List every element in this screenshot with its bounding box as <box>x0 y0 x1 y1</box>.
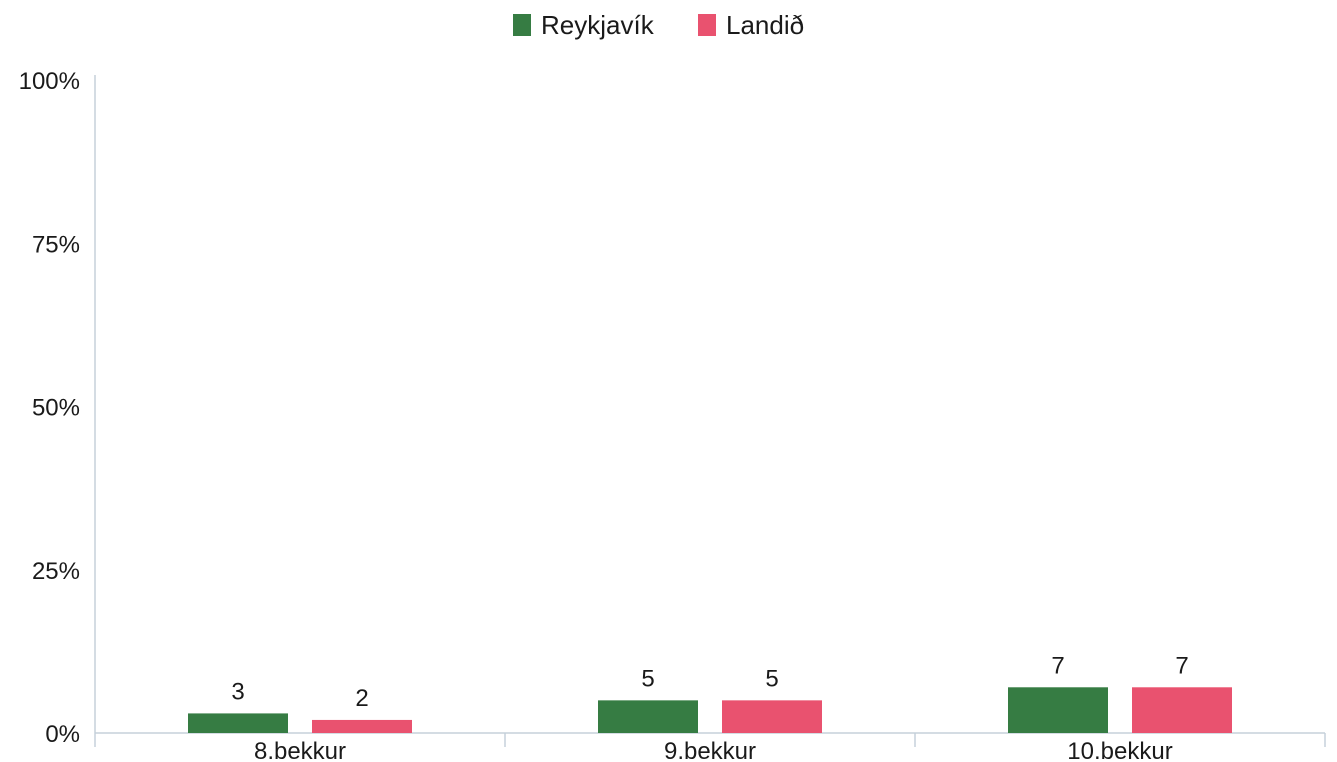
data-label-2-2: 5 <box>765 665 778 692</box>
x-tick-label: 9.bekkur <box>664 738 756 762</box>
data-labels: 3 2 5 5 7 7 <box>231 652 1188 712</box>
y-tick-label: 50% <box>32 395 80 422</box>
bars <box>188 687 1232 733</box>
data-label-2-3: 7 <box>1175 652 1188 679</box>
data-label-1-2: 5 <box>641 665 654 692</box>
x-axis: 8.bekkur 9.bekkur 10.bekkur <box>94 732 1326 762</box>
bar-1-3 <box>1008 687 1108 733</box>
data-label-1-1: 3 <box>231 678 244 705</box>
bar-2-2 <box>722 700 822 733</box>
data-label-1-3: 7 <box>1051 652 1064 679</box>
legend-label-2: Landið <box>726 10 804 40</box>
legend-swatch-1 <box>513 14 531 36</box>
y-tick-label: 75% <box>32 231 80 258</box>
x-tick-label: 10.bekkur <box>1067 738 1172 762</box>
legend-label-1: Reykjavík <box>541 10 655 40</box>
data-label-2-1: 2 <box>355 685 368 712</box>
x-tick-label: 8.bekkur <box>254 738 346 762</box>
y-tick-label: 25% <box>32 558 80 585</box>
legend: Reykjavík Landið <box>513 10 804 40</box>
bar-1-2 <box>598 700 698 733</box>
bar-2-3 <box>1132 687 1232 733</box>
y-tick-label: 0% <box>45 721 80 748</box>
legend-swatch-2 <box>698 14 716 36</box>
y-tick-label: 100% <box>19 68 80 95</box>
y-axis: 0% 25% 50% 75% 100% <box>19 68 96 748</box>
bar-1-1 <box>188 713 288 733</box>
bar-2-1 <box>312 719 412 733</box>
